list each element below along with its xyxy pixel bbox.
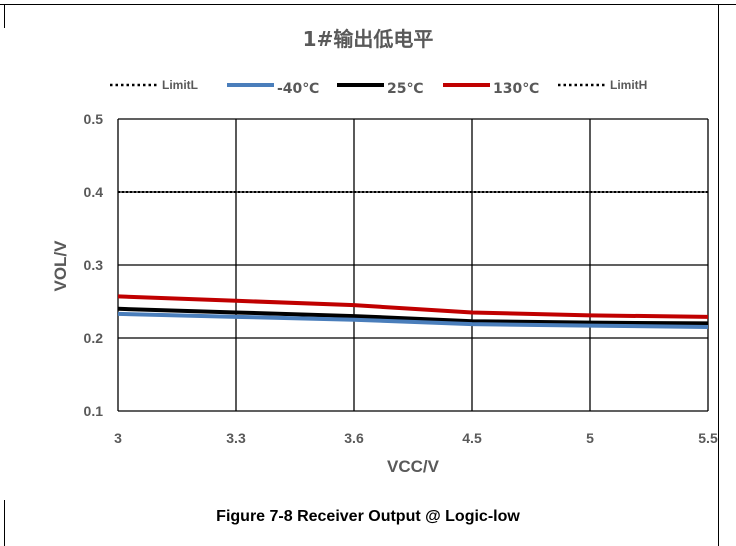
legend-item: 130℃ bbox=[443, 81, 539, 97]
y-tick-label: 0.3 bbox=[84, 257, 104, 273]
series-line-25 bbox=[117, 306, 709, 326]
legend-item: 25℃ bbox=[337, 81, 423, 97]
x-tick-label: 3.3 bbox=[226, 430, 246, 446]
grid bbox=[117, 118, 709, 412]
legend-label: 25℃ bbox=[387, 81, 423, 97]
x-axis-label: VCC/V bbox=[387, 457, 440, 476]
figure-caption: Figure 7-8 Receiver Output @ Logic-low bbox=[216, 508, 520, 525]
legend-label: LimitL bbox=[162, 78, 198, 92]
chart-title: 1#输出低电平 bbox=[303, 27, 434, 51]
series-line-130 bbox=[117, 294, 709, 319]
legend: LimitL -40℃ 25℃ 130℃ LimitH bbox=[110, 78, 647, 97]
x-tick-label: 3 bbox=[114, 430, 122, 446]
legend-item: -40℃ bbox=[227, 81, 319, 97]
legend-label: LimitH bbox=[610, 78, 647, 92]
y-tick-label: 0.1 bbox=[84, 403, 104, 419]
series-line-40 bbox=[117, 311, 709, 330]
y-ticks: 0.5 0.4 0.3 0.2 0.1 bbox=[84, 111, 104, 419]
y-tick-label: 0.4 bbox=[84, 184, 104, 200]
x-tick-label: 4.5 bbox=[462, 430, 482, 446]
x-tick-label: 5.5 bbox=[698, 430, 718, 446]
y-tick-label: 0.5 bbox=[84, 111, 104, 127]
y-axis-label: VOL/V bbox=[51, 240, 70, 292]
x-tick-label: 3.6 bbox=[344, 430, 364, 446]
y-tick-label: 0.2 bbox=[84, 330, 104, 346]
x-tick-label: 5 bbox=[586, 430, 594, 446]
legend-label: -40℃ bbox=[277, 81, 319, 97]
legend-label: 130℃ bbox=[493, 81, 539, 97]
series-lines bbox=[117, 191, 709, 330]
legend-item: LimitL bbox=[110, 78, 198, 92]
x-ticks: 3 3.3 3.6 4.5 5 5.5 bbox=[114, 430, 718, 446]
legend-item: LimitH bbox=[558, 78, 647, 92]
